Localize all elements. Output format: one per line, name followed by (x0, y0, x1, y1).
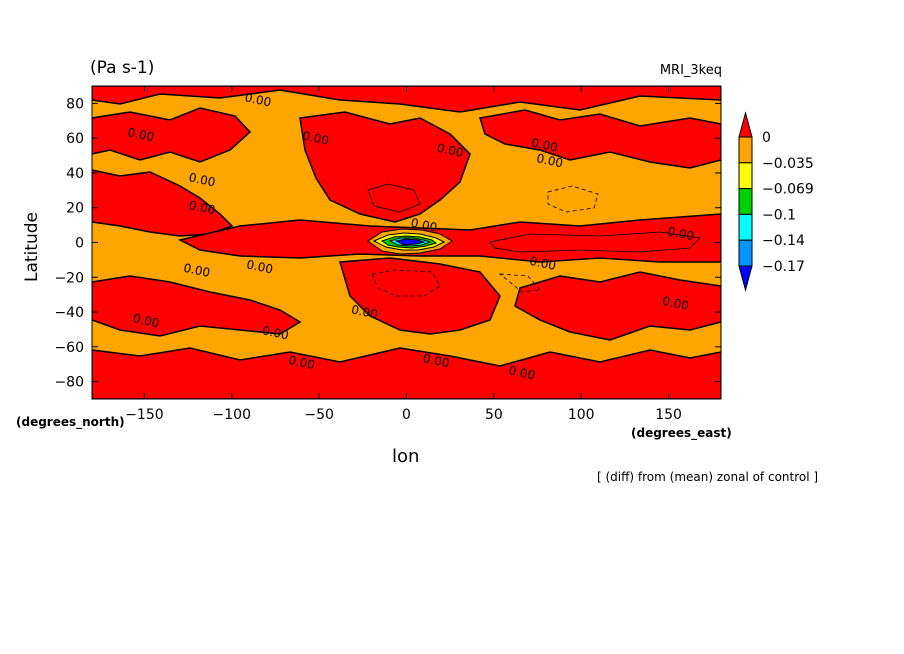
positive-region-north-west-low (92, 169, 234, 237)
y-tick-label: −20 (54, 270, 84, 286)
y-tick-label: −40 (54, 305, 84, 321)
positive-region-south-east (514, 271, 721, 341)
y-tick-label: 80 (66, 96, 84, 112)
contour-fields (92, 86, 721, 399)
contour-label: 0.00 (535, 151, 564, 170)
contour-label: 0.00 (409, 215, 438, 234)
comparison-note: [ (diff) from (mean) zonal of control ] (597, 470, 819, 484)
contour-label: 0.00 (661, 294, 690, 313)
strong-negative-cell-core (394, 238, 426, 246)
contour-line-north-central (367, 183, 421, 213)
colorbar-segment (738, 136, 753, 164)
x-tick-label: 0 (402, 407, 411, 423)
colorbar: 0 −0.035 −0.069 −0.1 −0.14 −0.17 (738, 111, 814, 292)
colorbar-segment (738, 213, 753, 241)
positive-region-north-east (479, 109, 721, 169)
positive-region-north-mid-central (299, 111, 471, 223)
contour-label: 0.00 (507, 363, 536, 382)
colorbar-bottom-arrow (738, 265, 753, 292)
model-label: MRI_3keq (659, 63, 722, 78)
x-axis-ticks: −150 −100 −50 0 50 100 150 (125, 86, 682, 423)
x-tick-label: −100 (213, 407, 251, 423)
contour-label: 0.00 (243, 90, 272, 109)
colorbar-label: −0.069 (762, 182, 814, 198)
y-tick-label: 20 (66, 201, 84, 217)
y-axis-ticks: 80 60 40 20 0 −20 −40 −60 −80 (54, 96, 721, 391)
positive-region-south-west (92, 275, 302, 337)
contour-label: 0.00 (245, 257, 274, 276)
x-tick-label: 50 (485, 407, 503, 423)
contour-label: 0.00 (422, 351, 451, 370)
positive-region-north-mid-west (92, 107, 252, 163)
x-tick-label: 100 (568, 407, 595, 423)
x-axis-unit: (degrees_east) (631, 426, 732, 440)
contour-label: 0.00 (528, 254, 557, 273)
contour-label: 0.00 (261, 323, 290, 342)
colorbar-label: −0.14 (762, 233, 805, 249)
contour-label: 0.00 (301, 129, 330, 148)
colorbar-segment (738, 239, 753, 267)
contour-labels: 0.000.00 0.000.00 0.000.000.000.000.00 0.00… (126, 90, 695, 382)
x-tick-label: −150 (125, 407, 163, 423)
contour-label: 0.00 (666, 224, 695, 243)
chart-title: (Pa s-1) (90, 58, 155, 78)
colorbar-label: −0.1 (762, 207, 796, 223)
contour-label: 0.00 (530, 135, 559, 154)
plot-area: −150 −100 −50 0 50 100 150 80 60 40 20 0 −20 −40 −60 −… (54, 85, 722, 423)
y-tick-label: −80 (54, 375, 84, 391)
y-tick-label: 0 (75, 236, 84, 252)
contour-label: 0.00 (188, 170, 217, 189)
contour-label: 0.00 (132, 311, 161, 330)
y-tick-label: −60 (54, 340, 84, 356)
colorbar-label: −0.035 (762, 156, 814, 172)
colorbar-top-arrow (738, 111, 753, 138)
y-tick-label: 60 (66, 131, 84, 147)
positive-region-south-polar (92, 347, 721, 399)
y-tick-label: 40 (66, 166, 84, 182)
contour-label: 0.00 (126, 125, 155, 144)
contour-label: 0.00 (188, 198, 217, 217)
contour-line-north-east-dashed (547, 185, 599, 213)
colorbar-label: 0 (762, 130, 771, 146)
colorbar-label: −0.17 (762, 259, 805, 275)
contour-label: 0.00 (350, 302, 379, 321)
contour-label: 0.00 (182, 261, 211, 280)
positive-region-north-polar (92, 86, 721, 113)
contour-label: 0.00 (287, 353, 316, 372)
colorbar-segment (738, 188, 753, 215)
x-tick-label: −50 (304, 407, 334, 423)
x-axis-label: lon (392, 446, 420, 467)
colorbar-segment (738, 162, 753, 190)
y-axis-unit: (degrees_north) (16, 415, 125, 429)
contour-label: 0.00 (436, 141, 465, 160)
x-tick-label: 150 (655, 407, 682, 423)
contour-line-equatorial-east (489, 231, 701, 253)
contour-line-south-central-dashed (371, 269, 441, 297)
